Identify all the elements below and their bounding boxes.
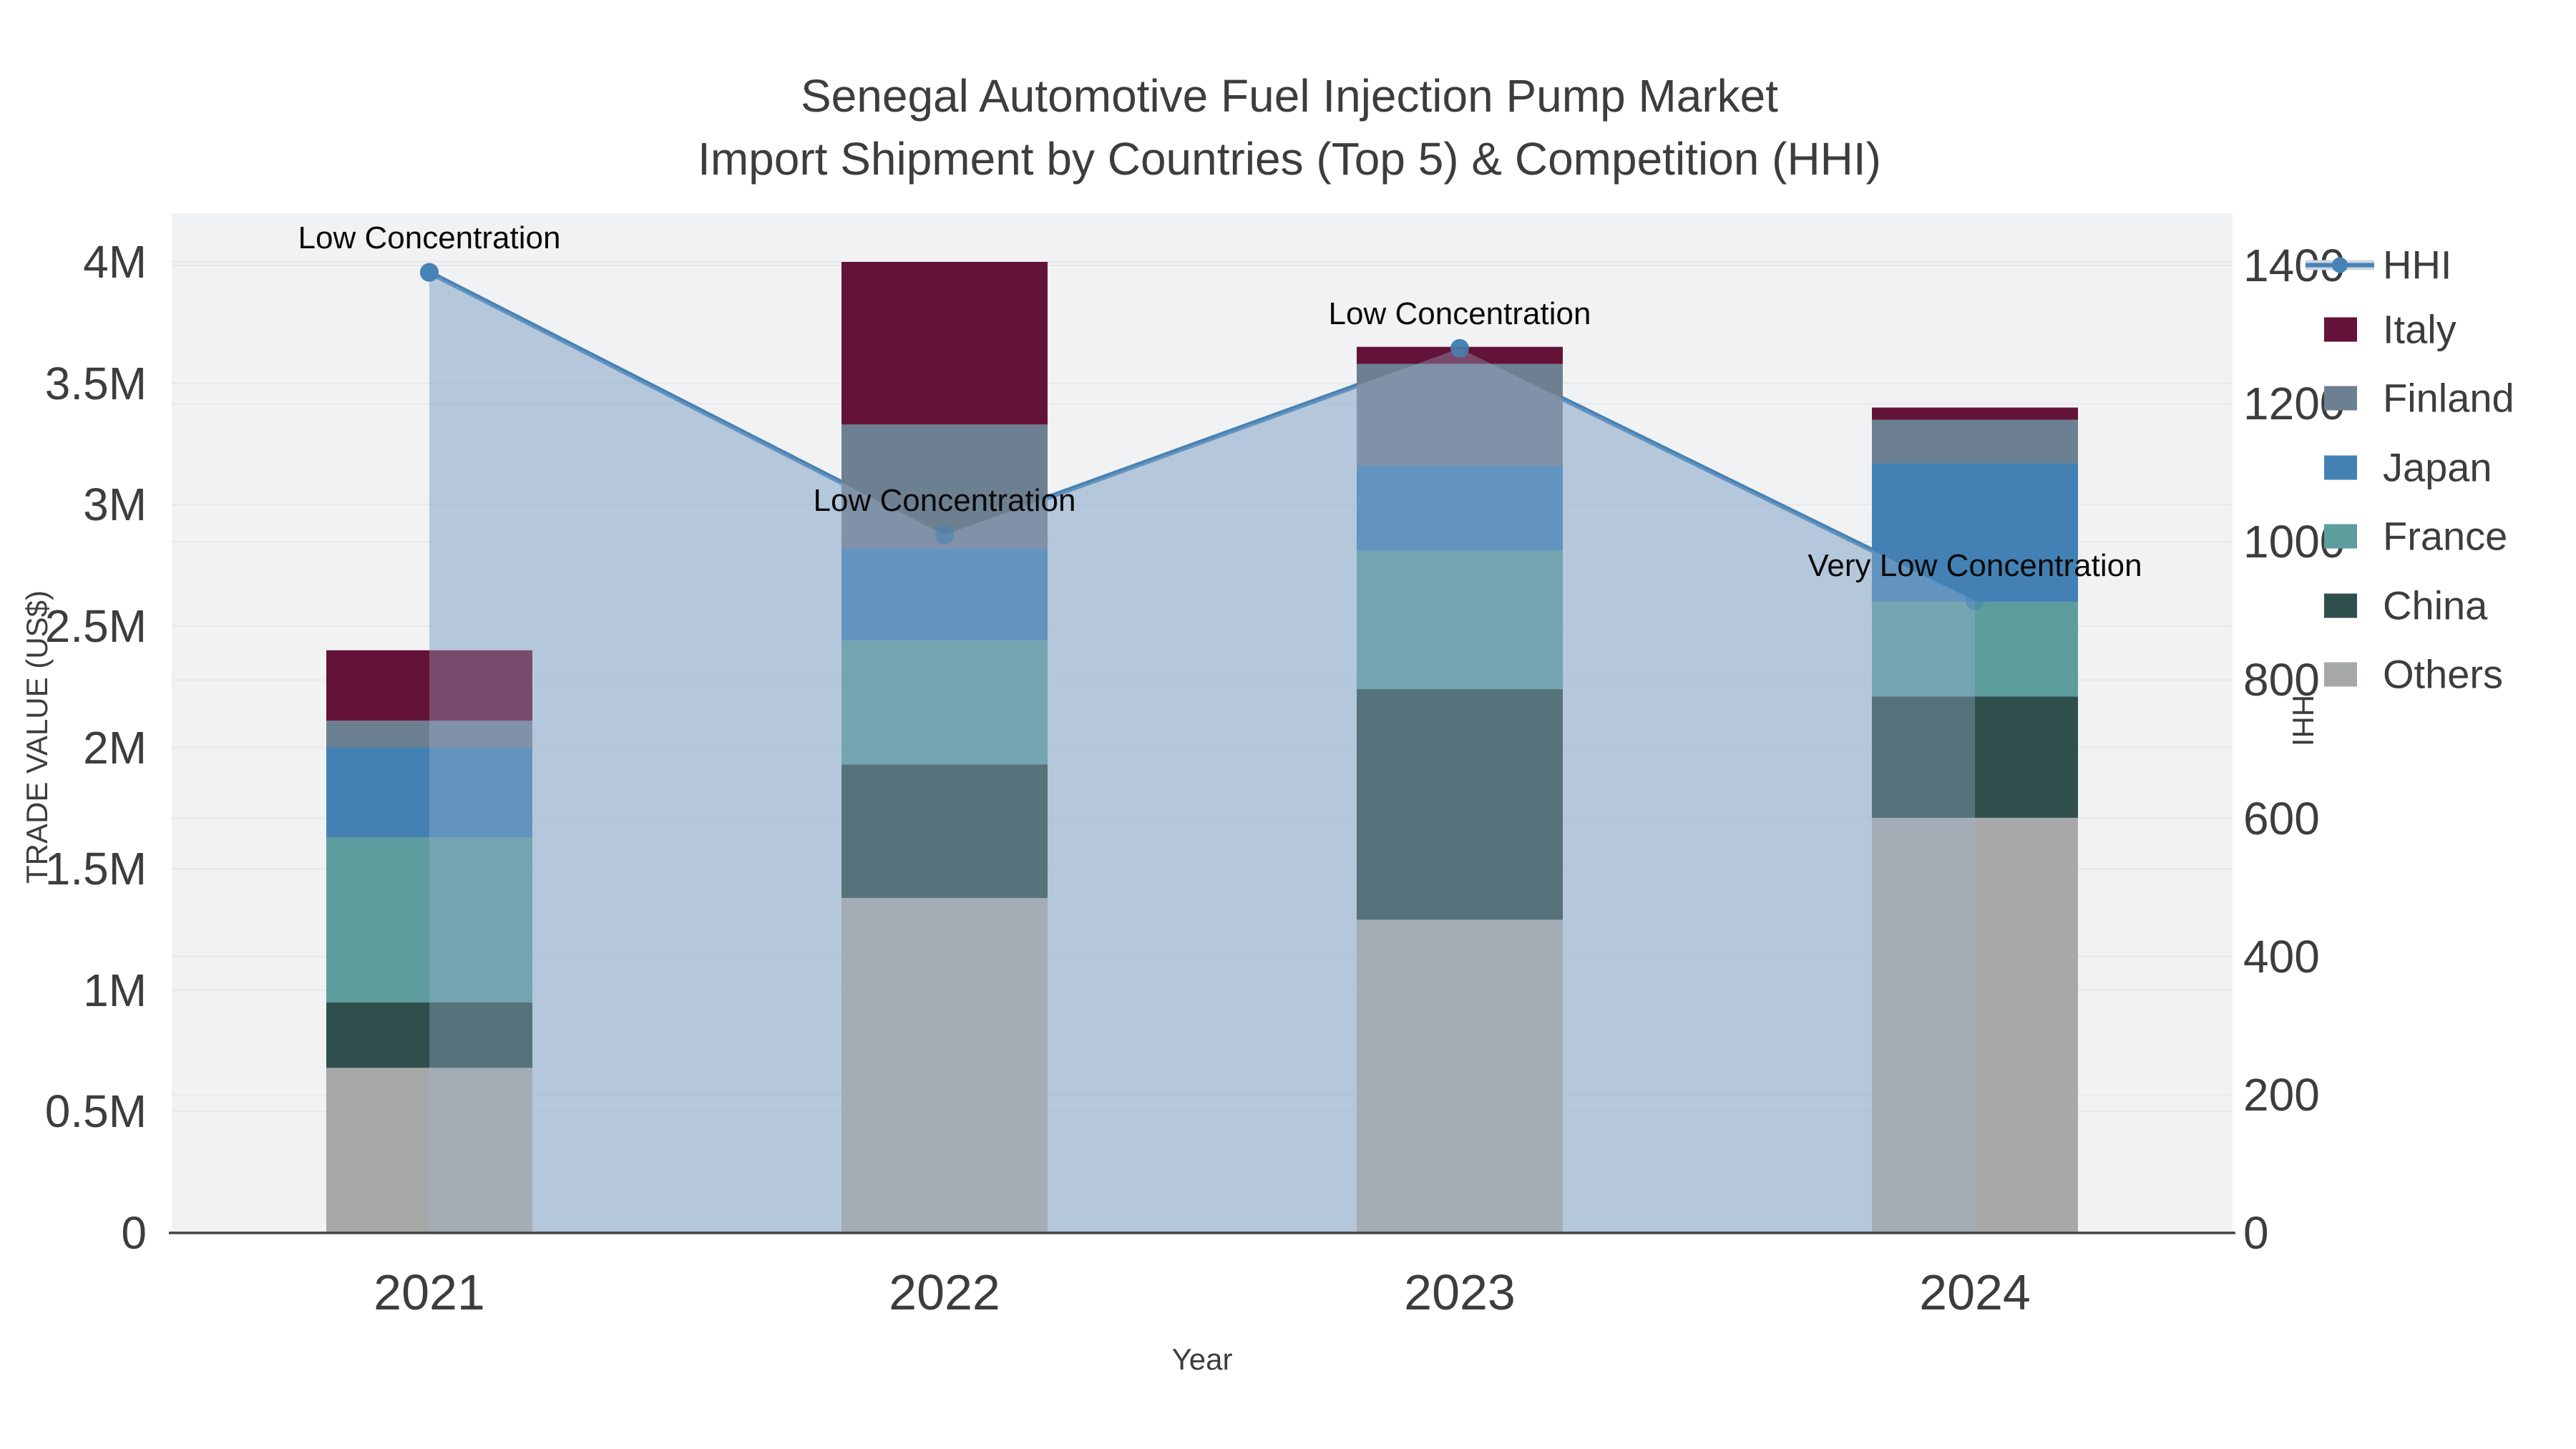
- legend-swatch-italy: [2324, 317, 2357, 341]
- y-right-tick-600: 600: [2243, 792, 2320, 844]
- hhi-area-fill: [429, 272, 1975, 1234]
- legend-label-hhi: HHI: [2383, 242, 2452, 288]
- y-right-tick-800: 800: [2243, 654, 2320, 706]
- bar-segment-japan-2021: [326, 747, 532, 838]
- legend-hhi-line-icon: [2306, 255, 2374, 274]
- bar-segment-italy-2021: [326, 650, 532, 721]
- bar-segment-china-2021: [326, 1002, 532, 1068]
- bar-segment-japan-2022: [841, 548, 1048, 641]
- chart-title-line1: Senegal Automotive Fuel Injection Pump M…: [800, 70, 1779, 122]
- legend-item-italy[interactable]: Italy: [2306, 306, 2457, 353]
- annotation-2021: Low Concentration: [298, 220, 561, 255]
- legend-label-france: France: [2383, 513, 2508, 559]
- y-right-tick-200: 200: [2243, 1068, 2320, 1121]
- legend-label-finland: Finland: [2383, 375, 2514, 421]
- x-tick-2023: 2023: [1404, 1264, 1516, 1320]
- legend-label-japan: Japan: [2383, 444, 2492, 490]
- y-left-tick-3.5M: 3.5M: [44, 357, 147, 409]
- legend-swatch-finland: [2324, 386, 2357, 410]
- y-left-tick-3M: 3M: [83, 479, 147, 531]
- legend-item-others[interactable]: Others: [2306, 651, 2503, 698]
- bar-segment-france-2022: [841, 640, 1048, 765]
- legend-swatch-china: [2324, 593, 2357, 618]
- x-tick-2022: 2022: [889, 1264, 1000, 1320]
- y-left-tick-1.5M: 1.5M: [44, 843, 147, 895]
- y-right-tick-400: 400: [2243, 930, 2320, 982]
- bar-segment-france-2024: [1872, 601, 2078, 697]
- bar-segment-china-2024: [1872, 696, 2078, 818]
- legend-item-hhi[interactable]: HHI: [2306, 242, 2451, 288]
- legend-swatch-france: [2324, 524, 2357, 548]
- bar-segment-china-2023: [1357, 689, 1563, 920]
- legend-swatch-japan: [2324, 455, 2357, 479]
- bar-segment-others-2021: [326, 1068, 532, 1233]
- y-left-tick-4M: 4M: [83, 236, 147, 288]
- y-left-tick-2.5M: 2.5M: [44, 600, 147, 652]
- bar-segment-france-2021: [326, 837, 532, 1002]
- hhi-marker-2023: [1450, 338, 1469, 358]
- hhi-line: [428, 270, 1976, 603]
- y-left-tick-2M: 2M: [83, 721, 147, 774]
- legend-label-italy: Italy: [2383, 306, 2457, 352]
- bar-segment-finland-2024: [1872, 419, 2078, 464]
- y-left-tick-1M: 1M: [83, 964, 147, 1016]
- annotation-2022: Low Concentration: [813, 482, 1076, 518]
- legend-swatch-others: [2324, 662, 2357, 686]
- bar-segment-others-2022: [841, 897, 1048, 1233]
- annotation-2023: Low Concentration: [1328, 296, 1591, 331]
- x-tick-2024: 2024: [1919, 1264, 2031, 1320]
- bar-segment-others-2023: [1357, 919, 1563, 1233]
- bar-segment-italy-2022: [841, 262, 1048, 425]
- legend-item-france[interactable]: France: [2306, 513, 2507, 560]
- x-axis-title: Year: [1171, 1342, 1233, 1376]
- bar-segment-italy-2024: [1872, 407, 2078, 420]
- y-right-tick-0: 0: [2243, 1207, 2269, 1259]
- bar-segment-finland-2021: [326, 721, 532, 748]
- y-left-tick-0: 0: [121, 1207, 147, 1259]
- chart-title-line2: Import Shipment by Countries (Top 5) & C…: [698, 133, 1881, 185]
- hhi-marker-2024: [1966, 591, 1984, 610]
- x-tick-2021: 2021: [374, 1264, 485, 1320]
- bar-segment-finland-2023: [1357, 364, 1563, 466]
- legend-label-others: Others: [2383, 651, 2504, 697]
- bar-segment-japan-2024: [1872, 463, 2078, 602]
- hhi-marker-2021: [420, 263, 439, 282]
- hhi-area-overlay: [429, 272, 1975, 1234]
- bar-segment-china-2022: [841, 764, 1048, 898]
- legend-item-japan[interactable]: Japan: [2306, 444, 2492, 491]
- hhi-marker-2022: [935, 525, 954, 545]
- bar-segment-france-2023: [1357, 550, 1563, 690]
- legend-label-china: China: [2383, 582, 2488, 628]
- annotation-2024: Very Low Concentration: [1807, 548, 2142, 584]
- bar-segment-others-2024: [1872, 817, 2078, 1233]
- legend-item-china[interactable]: China: [2306, 582, 2487, 629]
- bar-segment-japan-2023: [1357, 465, 1563, 551]
- y-left-tick-0.5M: 0.5M: [44, 1085, 147, 1138]
- legend-item-finland[interactable]: Finland: [2306, 375, 2514, 421]
